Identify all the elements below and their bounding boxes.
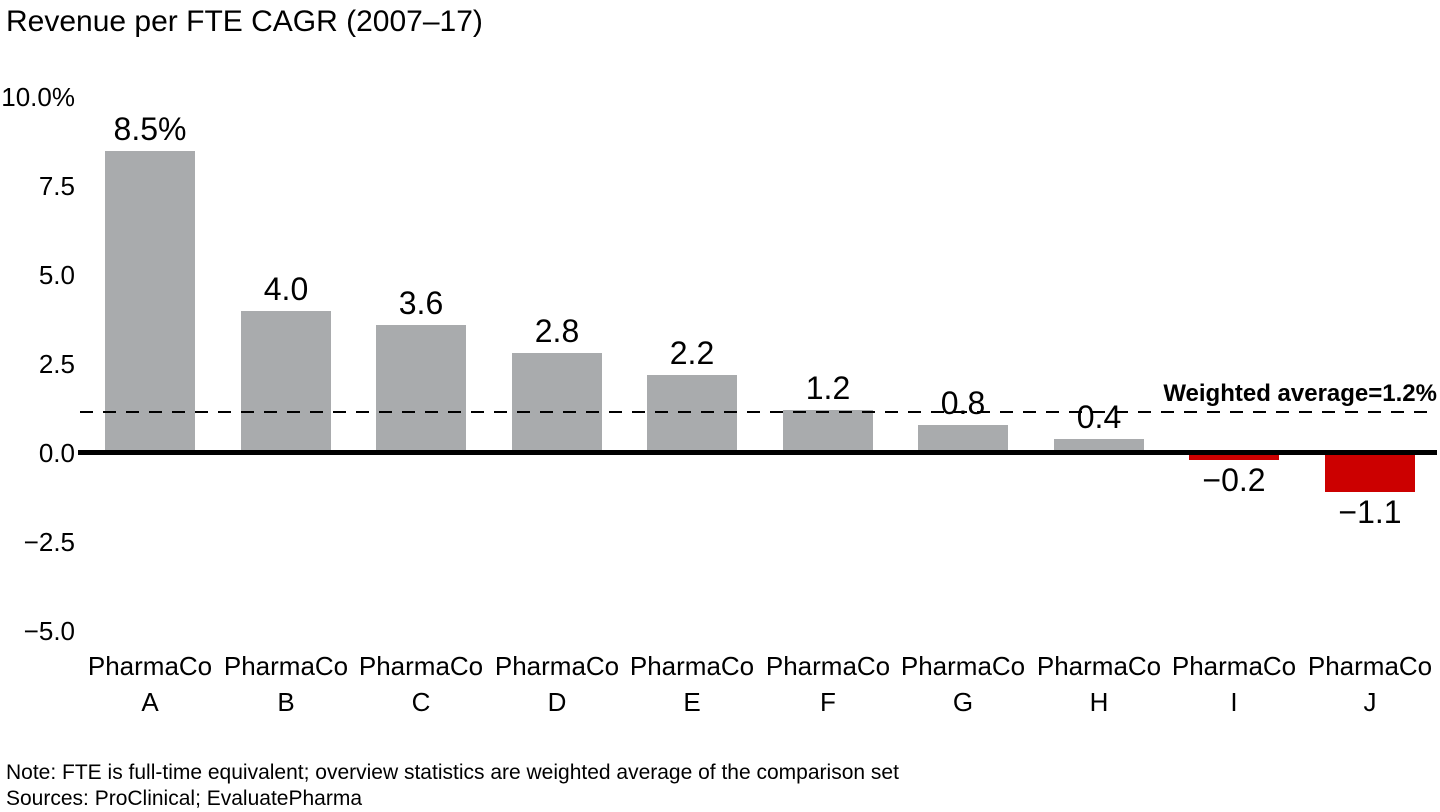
sources-line: Sources: ProClinical; EvaluatePharma (6, 787, 362, 810)
bar (105, 151, 195, 453)
bar-value-label: −0.2 (1202, 462, 1266, 498)
category-letter: I (1230, 687, 1238, 717)
category-name: PharmaCo (1171, 651, 1297, 681)
x-category-label: PharmaCo I (1166, 648, 1302, 720)
bar-value-label: 2.8 (534, 313, 580, 349)
bar (241, 311, 331, 453)
y-tick-label: 2.5 (38, 349, 75, 379)
bar (647, 375, 737, 453)
zero-baseline-axis (78, 450, 1437, 455)
x-category-label: PharmaCo B (218, 648, 354, 720)
category-letter: G (952, 687, 974, 717)
category-name: PharmaCo (765, 651, 891, 681)
bar-value-label: 4.0 (263, 271, 309, 307)
bar-value-label: 0.8 (940, 385, 986, 421)
category-name: PharmaCo (900, 651, 1026, 681)
category-letter: E (683, 687, 701, 717)
bar (918, 425, 1008, 453)
y-tick-label: 7.5 (38, 171, 75, 201)
category-name: PharmaCo (1036, 651, 1162, 681)
x-category-label: PharmaCo A (82, 648, 218, 720)
category-letter: F (820, 687, 836, 717)
bar (512, 353, 602, 453)
bar-value-label: 1.2 (805, 370, 851, 406)
y-tick-label: 10.0% (1, 82, 75, 112)
footnote: Note: FTE is full-time equivalent; overv… (6, 761, 899, 784)
category-letter: B (277, 687, 295, 717)
y-tick-label: 5.0 (38, 260, 75, 290)
category-name: PharmaCo (629, 651, 755, 681)
bar (1325, 455, 1415, 492)
chart-title: Revenue per FTE CAGR (2007–17) (6, 5, 483, 38)
category-letter: A (141, 687, 159, 717)
category-letter: D (547, 687, 567, 717)
x-category-label: PharmaCo C (353, 648, 489, 720)
y-tick-label: −2.5 (23, 527, 75, 557)
x-category-label: PharmaCo D (489, 648, 625, 720)
bar-value-label: 0.4 (1076, 399, 1122, 435)
bar-value-label: −1.1 (1338, 494, 1402, 530)
bar (1189, 455, 1279, 460)
bar (783, 410, 873, 453)
weighted-average-reference-line (80, 411, 1437, 413)
category-letter: H (1089, 687, 1109, 717)
category-letter: C (411, 687, 431, 717)
bar-value-label: 3.6 (398, 285, 444, 321)
category-name: PharmaCo (358, 651, 484, 681)
x-category-label: PharmaCo H (1031, 648, 1167, 720)
category-name: PharmaCo (494, 651, 620, 681)
bar (376, 325, 466, 453)
y-tick-label: 0.0 (38, 438, 75, 468)
bar-value-label: 8.5% (113, 111, 187, 147)
category-name: PharmaCo (223, 651, 349, 681)
x-category-label: PharmaCo F (760, 648, 896, 720)
x-category-label: PharmaCo E (624, 648, 760, 720)
category-name: PharmaCo (1307, 651, 1433, 681)
bar-value-label: 2.2 (669, 335, 715, 371)
bar (1054, 439, 1144, 453)
x-category-label: PharmaCo J (1302, 648, 1438, 720)
category-letter: J (1363, 687, 1377, 717)
x-category-label: PharmaCo G (895, 648, 1031, 720)
category-name: PharmaCo (87, 651, 213, 681)
y-tick-label: −5.0 (23, 616, 75, 646)
weighted-average-label: Weighted average=1.2% (1163, 380, 1437, 407)
